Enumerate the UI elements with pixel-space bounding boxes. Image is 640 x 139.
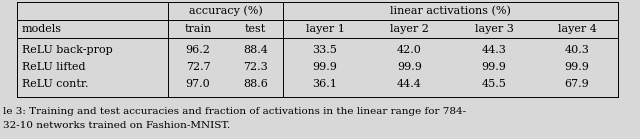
Text: 88.6: 88.6 xyxy=(243,79,268,89)
Text: 97.0: 97.0 xyxy=(186,79,211,89)
Text: layer 1: layer 1 xyxy=(305,24,344,34)
Text: 44.4: 44.4 xyxy=(397,79,422,89)
Text: accuracy (%): accuracy (%) xyxy=(189,6,262,16)
Text: layer 2: layer 2 xyxy=(390,24,429,34)
Text: 36.1: 36.1 xyxy=(312,79,337,89)
Text: test: test xyxy=(245,24,266,34)
Text: ReLU contr.: ReLU contr. xyxy=(22,79,88,89)
Text: 99.9: 99.9 xyxy=(312,62,337,72)
Text: 99.9: 99.9 xyxy=(397,62,422,72)
Text: layer 3: layer 3 xyxy=(475,24,513,34)
Text: train: train xyxy=(184,24,212,34)
Text: 96.2: 96.2 xyxy=(186,45,211,55)
Text: ReLU lifted: ReLU lifted xyxy=(22,62,86,72)
Text: 33.5: 33.5 xyxy=(312,45,337,55)
Text: linear activations (%): linear activations (%) xyxy=(390,6,511,16)
Text: models: models xyxy=(22,24,62,34)
Text: 45.5: 45.5 xyxy=(481,79,506,89)
Text: layer 4: layer 4 xyxy=(557,24,596,34)
Text: 99.9: 99.9 xyxy=(481,62,506,72)
Text: 42.0: 42.0 xyxy=(397,45,422,55)
Text: 32-10 networks trained on Fashion-MNIST.: 32-10 networks trained on Fashion-MNIST. xyxy=(3,121,230,131)
Text: ReLU back-prop: ReLU back-prop xyxy=(22,45,113,55)
Text: 67.9: 67.9 xyxy=(564,79,589,89)
Text: 72.3: 72.3 xyxy=(243,62,268,72)
Text: 44.3: 44.3 xyxy=(481,45,506,55)
Text: 40.3: 40.3 xyxy=(564,45,589,55)
Text: 99.9: 99.9 xyxy=(564,62,589,72)
Text: le 3: Training and test accuracies and fraction of activations in the linear ran: le 3: Training and test accuracies and f… xyxy=(3,106,466,116)
Text: 88.4: 88.4 xyxy=(243,45,268,55)
Text: 72.7: 72.7 xyxy=(186,62,211,72)
